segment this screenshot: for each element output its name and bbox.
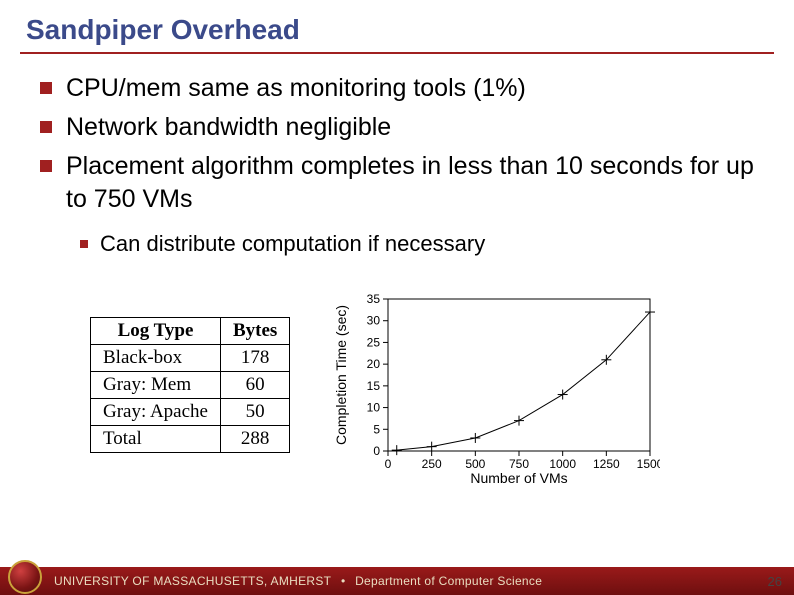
svg-text:750: 750 — [509, 457, 529, 471]
table-row: Gray: Mem60 — [91, 371, 290, 398]
svg-text:0: 0 — [385, 457, 392, 471]
table-row: Black-box178 — [91, 344, 290, 371]
page-number: 26 — [768, 574, 782, 589]
sub-bullet-marker-icon — [80, 240, 88, 248]
svg-text:Number of VMs: Number of VMs — [471, 470, 568, 486]
bullet-text: CPU/mem same as monitoring tools (1%) — [66, 72, 526, 105]
table-cell: Gray: Mem — [91, 371, 221, 398]
bullet-item: Network bandwidth negligible — [40, 111, 774, 144]
svg-text:20: 20 — [367, 357, 381, 371]
svg-text:1500: 1500 — [637, 457, 660, 471]
footer-separator: • — [341, 574, 346, 588]
svg-text:15: 15 — [367, 378, 381, 392]
content-row: Log Type Bytes Black-box178Gray: Mem60Gr… — [20, 289, 774, 494]
table-cell: Total — [91, 425, 221, 452]
chart-svg: 0 250 500 750 1000 1250 1500 0 5 10 15 20 25 30 35 Numb… — [330, 289, 660, 489]
table-cell: 178 — [220, 344, 289, 371]
svg-text:5: 5 — [374, 422, 381, 436]
svg-text:0: 0 — [374, 444, 381, 458]
slide: Sandpiper Overhead CPU/mem same as monit… — [0, 0, 794, 595]
bullet-marker-icon — [40, 82, 52, 94]
svg-text:25: 25 — [367, 335, 381, 349]
table-cell: 50 — [220, 398, 289, 425]
footer-bar: UNIVERSITY OF MASSACHUSETTS, AMHERST • D… — [0, 567, 794, 595]
table-cell: Gray: Apache — [91, 398, 221, 425]
table-row: Total288 — [91, 425, 290, 452]
log-table-container: Log Type Bytes Black-box178Gray: Mem60Gr… — [90, 317, 290, 453]
table-row: Gray: Apache50 — [91, 398, 290, 425]
table-header-row: Log Type Bytes — [91, 317, 290, 344]
bullet-list: CPU/mem same as monitoring tools (1%) Ne… — [40, 72, 774, 216]
bullet-marker-icon — [40, 121, 52, 133]
university-seal-icon — [8, 560, 42, 594]
sub-bullet-text: Can distribute computation if necessary — [100, 230, 485, 259]
svg-text:1000: 1000 — [550, 457, 577, 471]
svg-text:10: 10 — [367, 400, 381, 414]
sub-bullet-list: Can distribute computation if necessary — [80, 230, 774, 259]
bullet-item: Placement algorithm completes in less th… — [40, 150, 774, 216]
svg-text:35: 35 — [367, 292, 381, 306]
bullet-marker-icon — [40, 160, 52, 172]
sub-bullet-item: Can distribute computation if necessary — [80, 230, 774, 259]
svg-text:30: 30 — [367, 313, 381, 327]
bullet-item: CPU/mem same as monitoring tools (1%) — [40, 72, 774, 105]
svg-text:500: 500 — [466, 457, 486, 471]
table-header: Bytes — [220, 317, 289, 344]
svg-text:250: 250 — [422, 457, 442, 471]
table-cell: 60 — [220, 371, 289, 398]
svg-text:Completion Time (sec): Completion Time (sec) — [333, 305, 349, 445]
completion-time-chart: 0 250 500 750 1000 1250 1500 0 5 10 15 20 25 30 35 Numb… — [330, 289, 660, 494]
table-cell: 288 — [220, 425, 289, 452]
svg-text:1250: 1250 — [593, 457, 620, 471]
footer-department: Department of Computer Science — [355, 574, 542, 588]
bullet-text: Network bandwidth negligible — [66, 111, 391, 144]
table-header: Log Type — [91, 317, 221, 344]
footer-text: UNIVERSITY OF MASSACHUSETTS, AMHERST • D… — [54, 574, 542, 588]
title-rule — [20, 52, 774, 54]
slide-title: Sandpiper Overhead — [26, 14, 774, 46]
log-table: Log Type Bytes Black-box178Gray: Mem60Gr… — [90, 317, 290, 453]
table-cell: Black-box — [91, 344, 221, 371]
footer-university: UNIVERSITY OF MASSACHUSETTS, AMHERST — [54, 574, 331, 588]
bullet-text: Placement algorithm completes in less th… — [66, 150, 774, 216]
